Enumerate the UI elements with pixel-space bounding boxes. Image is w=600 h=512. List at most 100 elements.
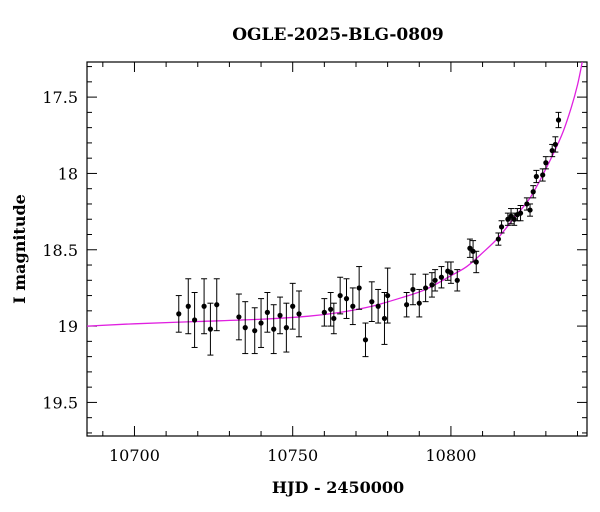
data-marker [277,312,283,319]
axis-ticks [87,62,587,436]
data-point [381,292,388,345]
data-point [264,292,271,333]
data-marker [271,326,277,332]
data-point [409,273,416,306]
data-point [384,267,391,324]
y-tick-label: 19 [58,317,78,336]
data-marker [552,141,558,148]
data-point [454,269,461,292]
data-point [175,295,182,333]
data-point [473,250,480,274]
y-tick-label: 18 [58,164,78,183]
y-axis-label: I magnitude [10,194,29,304]
data-marker [410,286,416,293]
data-point [213,278,220,332]
data-marker [473,259,479,265]
data-marker [236,314,242,320]
y-tick-label: 18.5 [42,241,78,260]
data-point [330,302,337,335]
data-marker [429,282,435,288]
data-marker [176,311,182,317]
data-marker [283,325,289,331]
data-marker [527,207,533,213]
data-points-layer [175,111,562,358]
data-marker [328,306,334,312]
data-marker [416,300,422,306]
data-point [207,302,214,356]
data-marker [530,189,536,195]
data-marker [438,274,445,280]
data-marker [191,317,198,323]
data-point [362,322,369,358]
data-point [258,298,265,348]
y-tick-label: 19.5 [42,393,78,412]
data-point [321,298,328,327]
data-point [368,281,375,323]
data-marker [201,303,207,309]
chart-title: OGLE-2025-BLG-0809 [232,25,444,45]
data-marker [252,328,258,334]
x-tick-label: 10700 [109,446,160,465]
data-point [466,238,473,258]
data-point [498,220,505,234]
data-marker [264,309,270,315]
data-point [185,278,192,335]
data-marker [543,160,549,166]
data-marker [470,248,476,254]
data-point [251,307,258,355]
data-point [428,272,435,298]
data-marker [533,173,539,180]
data-marker [331,315,337,322]
model-curve [87,62,583,327]
data-point [552,136,559,153]
data-marker [242,325,248,331]
data-point [527,203,534,217]
data-point [343,278,350,319]
y-tick-label: 17.5 [42,88,78,107]
data-marker [423,285,429,291]
x-tick-label: 10750 [267,446,318,465]
data-point [356,266,363,310]
data-point [422,273,429,303]
x-tick-label: 10800 [425,446,476,465]
data-marker [296,311,302,317]
plot-frame [86,61,588,437]
data-point [327,292,334,327]
data-point [403,292,410,318]
axis-tick-labels: 10700 10750 10800 17.5 18 18.5 19 19.5 [42,88,476,465]
data-marker [321,309,327,315]
data-marker [207,326,214,332]
data-marker [517,210,524,216]
data-marker [356,285,362,291]
data-marker [369,299,375,305]
data-marker [214,302,220,308]
data-point [375,288,382,324]
data-point [349,287,356,326]
data-point [447,261,454,284]
data-point [555,111,562,129]
data-point [242,301,249,355]
data-point [235,293,242,341]
data-marker [185,303,191,309]
data-marker [498,224,505,230]
model-curve-layer [87,62,583,327]
data-marker [404,302,410,308]
data-point [530,185,537,199]
data-point [470,240,477,263]
data-point [523,197,530,211]
data-marker [381,315,388,322]
data-marker [555,117,562,123]
data-marker [385,292,391,299]
data-marker [495,236,501,242]
data-point [533,169,540,184]
data-point [270,304,277,355]
data-point [495,232,502,246]
data-point [542,156,549,170]
data-point [201,278,208,335]
data-point [283,302,290,353]
data-marker [448,270,454,276]
data-marker [337,292,343,299]
data-point [277,296,284,335]
data-marker [343,296,350,302]
